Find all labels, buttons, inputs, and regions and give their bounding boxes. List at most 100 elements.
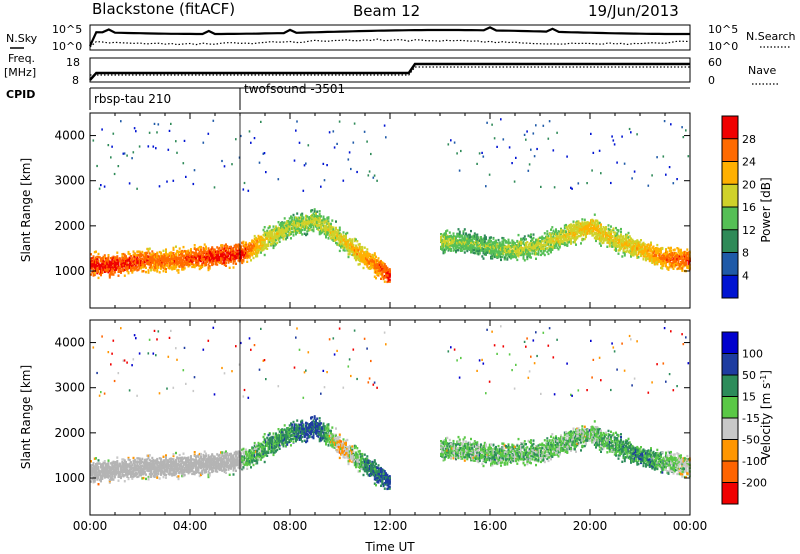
power-cell (212, 260, 215, 263)
power-cell (452, 232, 455, 235)
power-cell (272, 225, 275, 228)
power-cell (105, 258, 107, 262)
power-cell (361, 260, 364, 263)
power-cell (301, 223, 304, 226)
power-cell (447, 243, 450, 247)
power-cell (135, 262, 137, 265)
noise-tick-low-right: 10^0 (708, 40, 738, 53)
power-cell (98, 267, 101, 270)
power-cell (102, 260, 105, 263)
power-cell (180, 258, 182, 261)
power-cell (468, 233, 471, 236)
power-cell (133, 266, 136, 269)
power-cell (387, 277, 390, 280)
power-cell (235, 246, 237, 249)
power-cell (125, 255, 127, 258)
power-cell (166, 180, 168, 183)
power-cell (332, 234, 335, 237)
power-cell (340, 243, 342, 246)
power-cell (171, 260, 174, 263)
power-cell (192, 265, 195, 268)
power-cell (175, 245, 177, 248)
power-cell (470, 245, 472, 248)
power-cell (301, 217, 304, 221)
power-cell (148, 252, 151, 255)
power-cell (91, 265, 94, 269)
power-cell (160, 267, 162, 270)
power-cell (500, 118, 502, 121)
power-cell (282, 238, 285, 241)
power-cell (156, 251, 159, 254)
power-cell (192, 251, 195, 254)
power-cell (112, 256, 115, 260)
power-cell (158, 259, 161, 262)
power-cell (330, 233, 332, 237)
power-cell (350, 242, 352, 245)
power-cell (321, 219, 324, 223)
power-cell (446, 246, 449, 250)
power-cell (288, 225, 291, 228)
power-cell (191, 260, 194, 263)
power-cell (138, 250, 141, 253)
power-cell (121, 264, 124, 268)
cpid-label: CPID (6, 88, 35, 101)
power-cell (442, 235, 445, 238)
power-cell (220, 244, 222, 247)
power-cell (451, 241, 454, 245)
power-cell (176, 262, 179, 265)
power-cell (231, 256, 234, 259)
power-cell (263, 233, 266, 236)
power-cell (297, 217, 300, 220)
power-cell (121, 253, 124, 256)
power-cell (362, 266, 365, 270)
power-cell (302, 216, 305, 220)
power-cell (476, 240, 479, 244)
power-cell (95, 267, 97, 271)
power-cell (107, 269, 110, 272)
power-cell (267, 238, 270, 242)
power-cell (266, 243, 269, 247)
power-cell (108, 265, 111, 269)
power-cell (251, 252, 254, 255)
power-cell (271, 238, 274, 242)
power-cell (466, 249, 469, 253)
power-cell (162, 261, 165, 264)
power-cell (91, 263, 94, 266)
power-cell (263, 231, 266, 235)
power-cell (96, 271, 99, 275)
power-cell (325, 230, 327, 233)
power-cell (283, 230, 286, 234)
power-cell (166, 260, 169, 263)
power-cell (378, 263, 381, 266)
power-cell (185, 262, 187, 265)
power-cell (257, 237, 260, 240)
power-cell (461, 236, 464, 240)
power-cell (297, 219, 300, 222)
power-cell (100, 258, 102, 261)
power-cell (215, 261, 217, 264)
power-cell (467, 242, 470, 246)
power-cell (131, 271, 134, 274)
power-cell (227, 247, 230, 251)
power-cell (142, 255, 145, 258)
power-cell (191, 251, 194, 254)
power-cell (385, 136, 387, 139)
power-cell (333, 230, 336, 233)
power-cell (190, 262, 192, 266)
power-cell (158, 261, 161, 264)
power-cell (352, 249, 355, 252)
power-cell (475, 243, 477, 246)
power-cell (355, 251, 357, 255)
power-cell (165, 257, 167, 261)
power-cell (160, 265, 162, 269)
power-cell (337, 231, 340, 235)
power-cell (137, 264, 140, 267)
power-cell (275, 225, 277, 228)
power-cell (287, 234, 290, 237)
power-cell (155, 255, 157, 258)
power-cell (103, 185, 106, 188)
power-cell (291, 222, 294, 226)
power-cell (188, 263, 191, 267)
power-cell (363, 246, 366, 249)
power-cell (186, 263, 189, 267)
